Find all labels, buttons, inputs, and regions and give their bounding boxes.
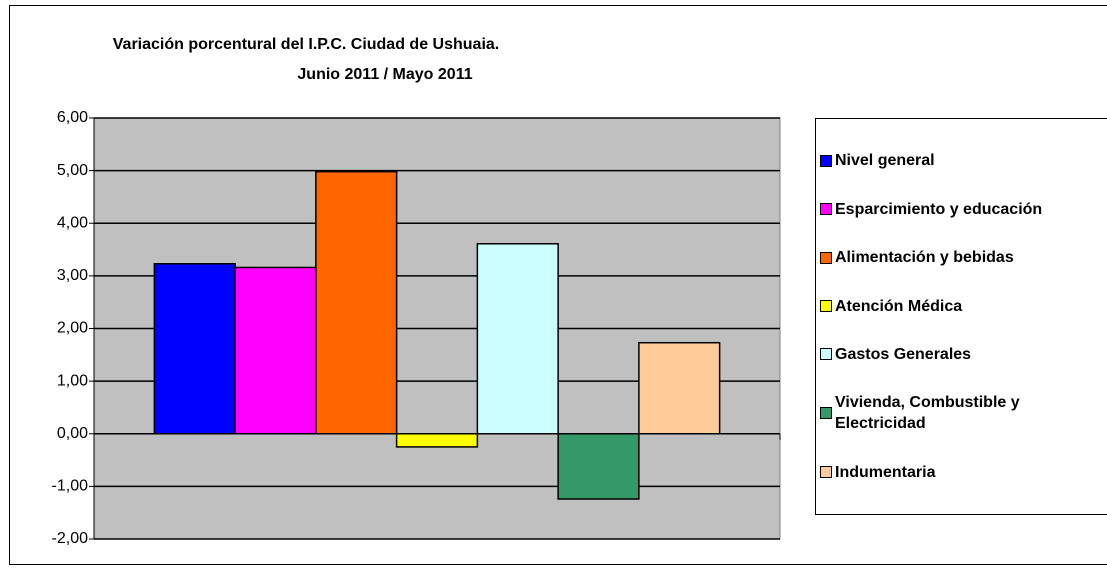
legend-swatch xyxy=(820,466,832,479)
bar xyxy=(638,341,721,435)
legend-label: Vivienda, Combustible y Electricidad xyxy=(835,394,1020,433)
legend-swatch xyxy=(820,407,832,420)
legend-entry: Indumentaria xyxy=(816,462,1107,483)
legend-swatch xyxy=(820,203,832,216)
legend-entry: Gastos Generales xyxy=(816,344,1107,365)
legend-label: Gastos Generales xyxy=(835,345,972,363)
bar xyxy=(315,170,398,435)
legend-label: Atención Médica xyxy=(835,297,963,315)
legend-label: Indumentaria xyxy=(835,463,936,481)
y-tick-label: 5,00 xyxy=(57,162,88,179)
legend-label: Alimentación y bebidas xyxy=(835,249,1014,267)
y-tick-label: 1,00 xyxy=(57,372,88,389)
legend-entry: Esparcimiento y educación xyxy=(816,199,1107,220)
y-tick-label: 2,00 xyxy=(57,320,88,337)
legend-entry: Vivienda, Combustible y Electricidad xyxy=(816,392,1107,434)
bar xyxy=(153,263,236,435)
bar xyxy=(395,433,479,448)
legend-swatch xyxy=(820,154,832,167)
y-tick-label: 4,00 xyxy=(57,214,88,231)
chart-title: Variación porcentural del I.P.C. Ciudad … xyxy=(113,36,499,53)
legend-entry: Atención Médica xyxy=(816,296,1107,317)
legend-entry: Nivel general xyxy=(816,150,1107,171)
y-tick-label: -1,00 xyxy=(52,478,89,495)
legend-entry: Alimentación y bebidas xyxy=(816,247,1107,268)
bar xyxy=(557,433,640,500)
y-tick-label: -2,00 xyxy=(52,530,89,547)
legend-swatch xyxy=(820,251,832,264)
legend-label: Esparcimiento y educación xyxy=(835,200,1043,218)
legend-label: Nivel general xyxy=(835,152,935,170)
chart-frame xyxy=(9,5,1107,565)
legend-swatch xyxy=(820,348,832,361)
y-tick-label: 6,00 xyxy=(57,109,88,126)
y-tick-label: 0,00 xyxy=(57,425,88,442)
chart-subtitle: Junio 2011 / Mayo 2011 xyxy=(297,66,472,83)
bar xyxy=(234,266,317,435)
y-tick-label: 3,00 xyxy=(57,267,88,284)
legend-swatch xyxy=(820,300,832,312)
legend: Nivel general Esparcimiento y educación Al… xyxy=(815,118,1107,515)
bar xyxy=(476,243,559,435)
